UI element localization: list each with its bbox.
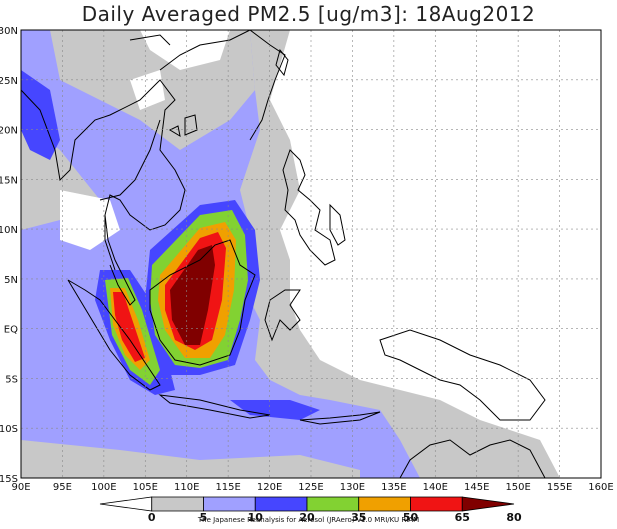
lon-label: 155E [547,482,572,493]
grid-lines [21,30,601,478]
lat-label: 5N [4,275,18,286]
blue-region-java [230,400,320,420]
lat-label: 20N [0,126,18,137]
lon-label: 100E [91,482,116,493]
colorbar-swatch [254,496,308,512]
map-title: Daily Averaged PM2.5 [ug/m3]: 18Aug2012 [81,2,536,26]
colorbar-swatch [99,496,153,512]
colorbar-level-label: 5 [200,511,208,524]
colorbar-level-label: 50 [403,511,419,524]
colorbar-level-label: 35 [351,511,366,524]
lon-label: 145E [464,482,489,493]
map-frame [20,29,602,479]
lat-label: EQ [4,325,18,336]
lon-label: 130E [340,482,365,493]
lon-label: 120E [257,482,282,493]
lon-label: 140E [423,482,448,493]
colorbar-swatch [151,496,204,512]
colorbar-level-label: 10 [248,511,264,524]
colorbar-level-label: 0 [148,511,156,524]
lon-label: 135E [381,482,406,493]
lon-label: 150E [505,482,530,493]
data-credit: The Japanese Reanalysis for Aerosol (JRA… [197,516,420,524]
colorbar-swatch [410,496,463,512]
white-region-china [140,30,230,70]
colorbar-level-label: 80 [506,511,522,524]
lat-label: 30N [0,26,18,37]
colorbar-swatch [306,496,360,512]
lat-label: 25N [0,76,18,87]
colorbar-level-label: 65 [455,511,470,524]
lon-label: 125E [298,482,323,493]
lat-label: 5S [5,374,18,385]
coastlines [21,30,546,478]
lat-label: 10S [0,424,18,435]
colorbar-swatch [358,496,411,512]
lat-label: 15S [0,474,18,485]
colorbar-level-label: 20 [299,511,315,524]
colorbar-swatch [203,496,256,512]
lon-label: 115E [215,482,240,493]
lon-label: 110E [174,482,199,493]
lat-label: 15N [0,175,18,186]
lat-label: 10N [0,225,18,236]
grey-region-south [21,440,360,478]
longitude-labels: 90E 95E 100E 105E 110E 115E 120E 125E 130E 135E 14… [11,482,613,493]
lon-label: 105E [133,482,158,493]
colorbar-labels: 0 5 10 20 35 50 65 80 [148,511,522,524]
lon-label: 160E [588,482,613,493]
colorbar-swatch [461,496,515,512]
latitude-labels: 30N 25N 20N 15N 10N 5N EQ 5S 10S 15S [0,26,18,485]
red-region-sumatra [113,292,145,362]
lon-label: 90E [11,482,30,493]
darkred-region-borneo [170,245,215,345]
colorbar [99,496,515,512]
pm25-field [21,30,601,478]
lon-label: 95E [53,482,72,493]
